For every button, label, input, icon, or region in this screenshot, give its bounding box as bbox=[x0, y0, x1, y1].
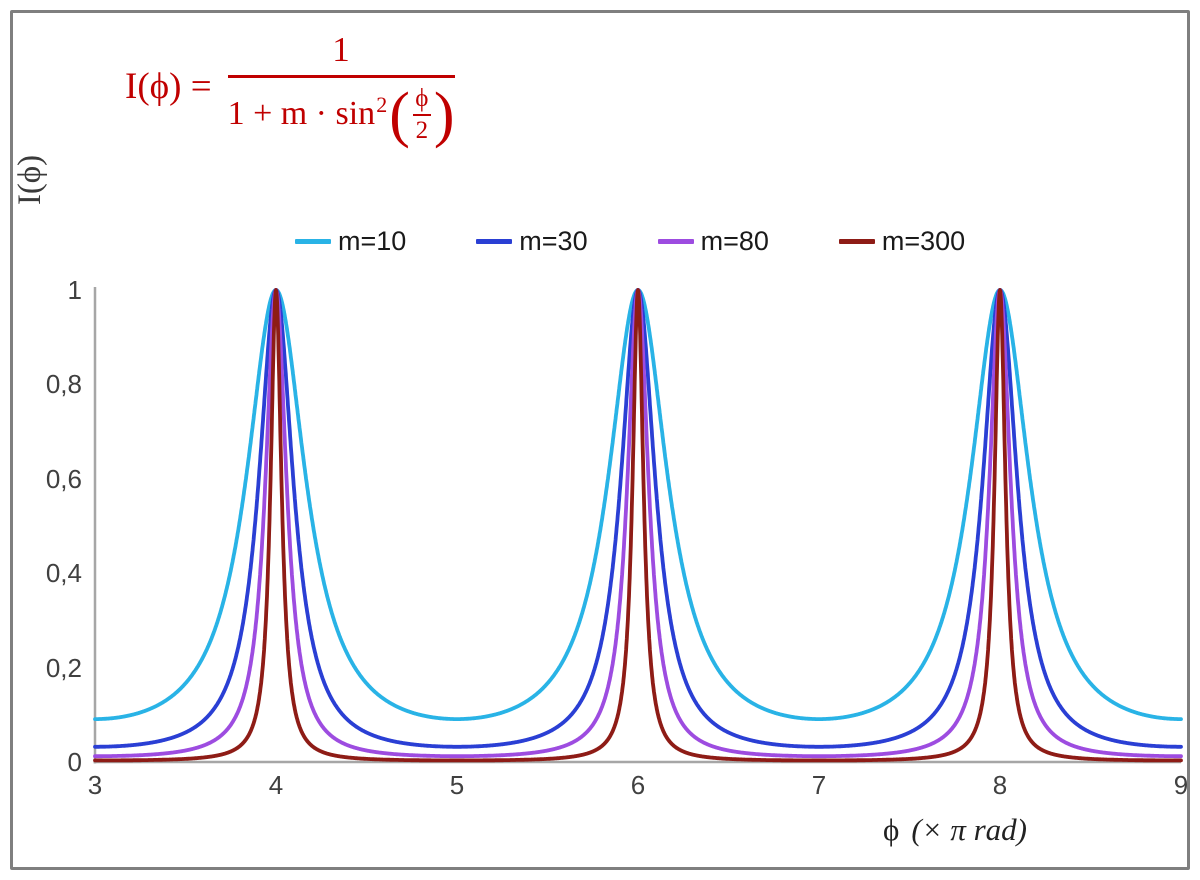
x-tick-label: 7 bbox=[811, 770, 827, 800]
curve-m-300 bbox=[93, 288, 1183, 763]
legend-item-m10: m=10 bbox=[295, 226, 406, 257]
formula: I(ϕ) = 1 1 + m · sin 2 ( ϕ 2 ) bbox=[125, 30, 455, 150]
x-tick-label: 9 bbox=[1173, 770, 1189, 800]
legend-label-m10: m=10 bbox=[338, 226, 407, 256]
formula-inner-fraction-bar bbox=[412, 114, 431, 117]
legend-swatch-m300 bbox=[838, 239, 875, 244]
x-axis-title-unit: (× π rad) bbox=[911, 812, 1027, 847]
x-tick-label: 3 bbox=[87, 770, 103, 800]
legend-item-m80: m=80 bbox=[657, 226, 769, 257]
legend-swatch-m30 bbox=[476, 239, 513, 244]
x-axis-title-symbol: ϕ bbox=[883, 812, 900, 847]
legend-item-m30: m=30 bbox=[476, 226, 588, 257]
y-tick-label: 1 bbox=[67, 275, 82, 305]
formula-numerator: 1 bbox=[227, 30, 455, 78]
legend-label-m80: m=80 bbox=[700, 226, 769, 256]
legend: m=10 m=30 m=80 m=300 bbox=[295, 226, 965, 257]
x-tick-label: 8 bbox=[992, 770, 1008, 800]
formula-lhs: I(ϕ) = bbox=[125, 66, 212, 108]
y-tick-label: 0,2 bbox=[45, 653, 82, 683]
legend-label-m30: m=30 bbox=[519, 226, 588, 256]
y-axis-title: I(ϕ) bbox=[12, 154, 48, 206]
formula-fraction: 1 1 + m · sin 2 ( ϕ 2 ) bbox=[227, 30, 455, 150]
y-tick-label: 0,6 bbox=[45, 464, 82, 494]
x-tick-label: 6 bbox=[630, 770, 646, 800]
formula-denominator: 1 + m · sin 2 ( ϕ 2 ) bbox=[227, 81, 455, 150]
legend-item-m300: m=300 bbox=[838, 226, 966, 257]
formula-inner-numerator: ϕ bbox=[415, 85, 429, 112]
y-tick-label: 0,8 bbox=[45, 369, 82, 399]
formula-denominator-text: 1 + m · sin bbox=[227, 95, 376, 133]
legend-swatch-m10 bbox=[295, 239, 331, 244]
x-tick-label: 5 bbox=[449, 770, 465, 800]
curve-m-30 bbox=[93, 288, 1183, 749]
formula-exponent: 2 bbox=[376, 92, 388, 118]
x-axis-title: ϕ (× π rad) bbox=[883, 812, 1027, 848]
y-tick-label: 0 bbox=[67, 747, 82, 777]
formula-inner-denominator: 2 bbox=[415, 117, 429, 145]
legend-label-m300: m=300 bbox=[881, 226, 966, 256]
y-tick-label: 0,4 bbox=[45, 558, 82, 588]
legend-swatch-m80 bbox=[657, 239, 694, 244]
x-tick-label: 4 bbox=[268, 770, 284, 800]
curve-m-80 bbox=[93, 288, 1183, 759]
formula-inner-fraction: ϕ 2 bbox=[412, 85, 431, 145]
